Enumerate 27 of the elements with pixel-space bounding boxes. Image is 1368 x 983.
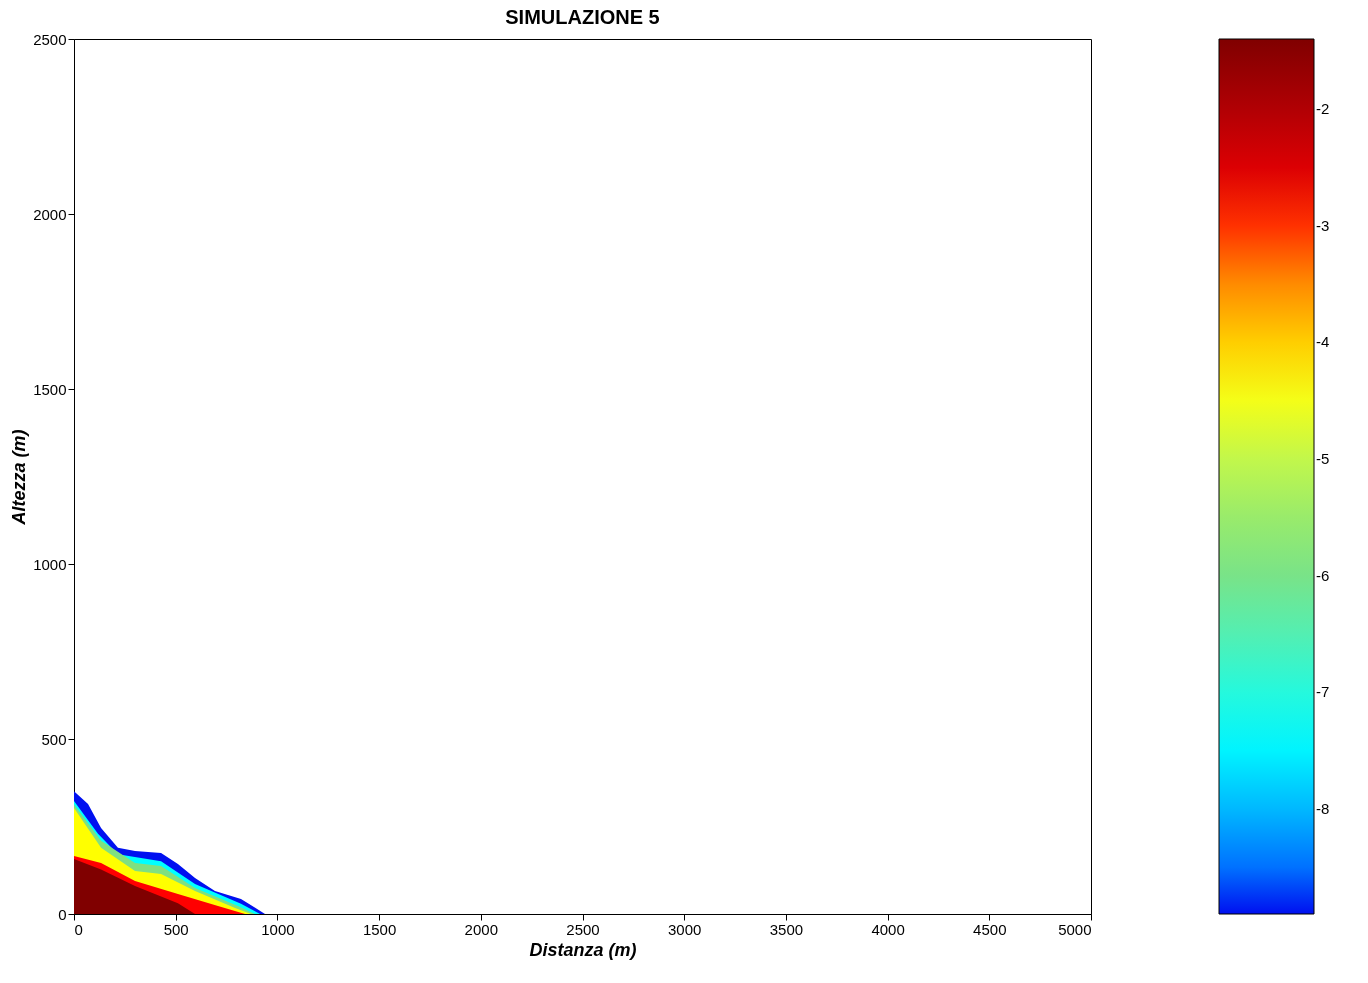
y-tick-label: 2500 [33, 30, 67, 48]
x-tick-label: 1500 [362, 920, 397, 938]
x-tick-label: 3000 [668, 920, 702, 938]
x-tick-label: 2000 [464, 920, 498, 938]
x-tick-label: 2500 [566, 920, 600, 938]
y-tick-label: 500 [41, 730, 67, 748]
x-tick-label: 4500 [973, 920, 1007, 938]
y-axis-title: Altezza (m) [9, 429, 30, 526]
x-tick-label: 1000 [261, 920, 295, 938]
x-tick-label: 0 [74, 920, 83, 938]
y-tick-label: 1000 [33, 555, 67, 573]
color-bar-label: -3 [1316, 216, 1330, 234]
x-tick-label: 5000 [1058, 920, 1092, 938]
chart-title: SIMULAZIONE 5 [505, 6, 660, 28]
x-axis-title: Distanza (m) [529, 939, 637, 960]
color-bar-label: -5 [1316, 450, 1330, 467]
x-tick-label: 500 [163, 920, 189, 938]
y-tick-label: 2000 [33, 205, 67, 223]
color-bar-label: -7 [1316, 683, 1330, 701]
color-bar-label: -2 [1316, 100, 1330, 117]
color-bar-label: -4 [1316, 333, 1330, 351]
color-bar-label: -8 [1316, 800, 1330, 817]
color-bar-label: -6 [1316, 566, 1330, 584]
x-tick-label: 4000 [871, 920, 905, 938]
x-tick-label: 3500 [769, 920, 804, 938]
y-tick-label: 1500 [33, 380, 67, 398]
y-tick-label: 0 [58, 905, 67, 923]
